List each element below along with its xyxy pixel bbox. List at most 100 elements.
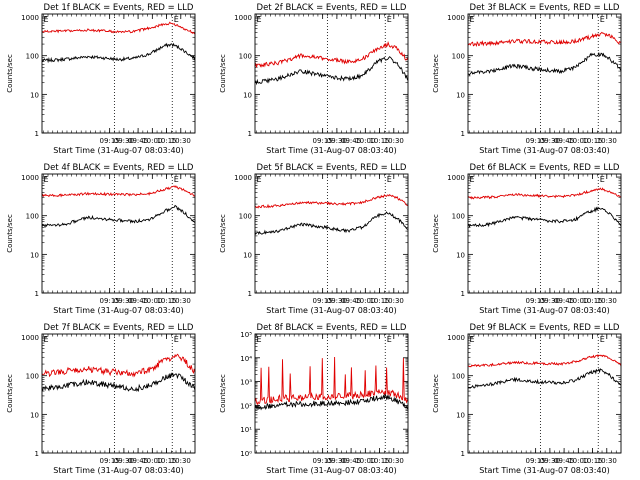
lld-series-line [254, 194, 408, 209]
x-tick-label: 09:15 [100, 297, 120, 305]
y-tick-label: 10 [243, 91, 252, 99]
event-marker-letter: E [43, 175, 48, 184]
y-axis-label: Counts/sec [219, 214, 227, 253]
y-tick-label: 100 [452, 373, 465, 381]
x-tick-label: 09:30 [114, 297, 134, 305]
y-tick-label: 100 [452, 53, 465, 61]
lld-series-line [41, 185, 196, 198]
y-axis-label: Counts/sec [6, 214, 14, 253]
x-tick-label: 10:30 [597, 137, 617, 145]
y-tick-label: 100 [26, 53, 39, 61]
x-tick-label: 10:15 [156, 457, 176, 465]
chart-title: Det 9f BLACK = Events, RED = LLD [470, 323, 620, 333]
x-tick-label: 10:00 [568, 297, 588, 305]
y-axis-label: Counts/sec [6, 374, 14, 413]
event-marker-letter: E [174, 15, 179, 24]
chart-title: Det 8f BLACK = Events, RED = LLD [257, 323, 407, 333]
x-axis-label: Start Time (31-Aug-07 08:03:40) [479, 306, 610, 315]
x-tick-label: 09:45 [341, 297, 361, 305]
events-series-line [41, 42, 196, 64]
y-axis-label: Counts/sec [432, 214, 440, 253]
y-tick-label: 1 [35, 130, 39, 138]
lld-series-line [254, 40, 409, 68]
events-series-line [467, 206, 622, 228]
plot-frame [41, 173, 196, 294]
y-tick-label: 10⁴ [240, 355, 252, 363]
y-tick-label: 100 [239, 53, 252, 61]
plot-frame [467, 13, 622, 134]
x-tick-label: 10:15 [582, 457, 602, 465]
chart-panel: Det 2f BLACK = Events, RED = LLD Counts/s… [219, 3, 409, 155]
events-series-line [467, 52, 622, 76]
x-tick-label: 09:15 [526, 457, 546, 465]
y-axis-label: Counts/sec [219, 54, 227, 93]
y-tick-label: 1 [248, 130, 252, 138]
x-tick-label: 10:00 [142, 457, 162, 465]
chart-panel: Det 3f BLACK = Events, RED = LLD Counts/s… [432, 3, 622, 155]
y-tick-label: 1000 [21, 174, 39, 182]
x-tick-label: 09:45 [128, 457, 148, 465]
event-marker-letter: E [469, 15, 474, 24]
y-tick-label: 1000 [447, 14, 465, 22]
chart-panel: Det 8f BLACK = Events, RED = LLD Counts/s… [219, 323, 409, 475]
chart-title: Det 1f BLACK = Events, RED = LLD [44, 3, 194, 13]
plot-frame [467, 333, 622, 454]
lld-series-line [41, 21, 196, 35]
plot-frame [254, 173, 409, 294]
x-tick-label: 10:00 [355, 137, 375, 145]
x-tick-label: 09:15 [526, 137, 546, 145]
y-tick-label: 10 [456, 411, 465, 419]
x-tick-label: 09:45 [554, 137, 574, 145]
chart-title: Det 7f BLACK = Events, RED = LLD [44, 323, 194, 333]
x-tick-label: 10:15 [156, 137, 176, 145]
y-axis-label: Counts/sec [219, 374, 227, 413]
y-tick-label: 100 [26, 373, 39, 381]
y-tick-label: 10² [240, 402, 252, 410]
y-tick-label: 1 [35, 290, 39, 298]
x-tick-label: 10:30 [384, 457, 404, 465]
x-tick-label: 09:15 [313, 297, 333, 305]
events-series-line [254, 393, 409, 411]
chart-title: Det 5f BLACK = Events, RED = LLD [257, 163, 407, 173]
chart-panel: Det 7f BLACK = Events, RED = LLD Counts/s… [6, 323, 196, 475]
lld-series-line [254, 356, 409, 406]
x-tick-label: 09:30 [114, 457, 134, 465]
x-tick-label: 10:30 [171, 297, 191, 305]
x-axis-label: Start Time (31-Aug-07 08:03:40) [479, 466, 610, 475]
x-tick-label: 10:30 [597, 457, 617, 465]
y-tick-label: 10 [456, 91, 465, 99]
plot-frame [467, 173, 622, 294]
y-tick-label: 10 [30, 91, 39, 99]
event-marker-letter: E [387, 335, 392, 344]
x-axis-label: Start Time (31-Aug-07 08:03:40) [266, 466, 397, 475]
x-axis-label: Start Time (31-Aug-07 08:03:40) [53, 466, 184, 475]
plot-frame [254, 333, 409, 454]
chart-title: Det 3f BLACK = Events, RED = LLD [470, 3, 620, 13]
x-tick-label: 09:15 [100, 457, 120, 465]
x-tick-label: 09:15 [313, 137, 333, 145]
y-tick-label: 10 [30, 411, 39, 419]
event-marker-letter: E [387, 15, 392, 24]
x-tick-label: 10:00 [142, 297, 162, 305]
lld-series-line [467, 354, 622, 368]
x-tick-label: 10:15 [369, 297, 389, 305]
x-tick-label: 10:30 [171, 137, 191, 145]
x-tick-label: 09:30 [540, 137, 560, 145]
events-series-line [41, 204, 196, 229]
event-marker-letter: E [600, 15, 605, 24]
lld-series-line [467, 187, 622, 200]
x-axis-label: Start Time (31-Aug-07 08:03:40) [479, 146, 610, 155]
y-axis-label: Counts/sec [6, 54, 14, 93]
y-tick-label: 1000 [234, 174, 252, 182]
x-tick-label: 09:45 [128, 137, 148, 145]
y-tick-label: 1000 [234, 14, 252, 22]
events-series-line [254, 211, 409, 235]
chart-title: Det 4f BLACK = Events, RED = LLD [44, 163, 194, 173]
x-tick-label: 10:00 [568, 457, 588, 465]
x-tick-label: 09:15 [526, 297, 546, 305]
events-series-line [41, 372, 196, 393]
chart-title: Det 6f BLACK = Events, RED = LLD [470, 163, 620, 173]
y-tick-label: 10¹ [240, 426, 252, 434]
x-tick-label: 10:00 [568, 137, 588, 145]
